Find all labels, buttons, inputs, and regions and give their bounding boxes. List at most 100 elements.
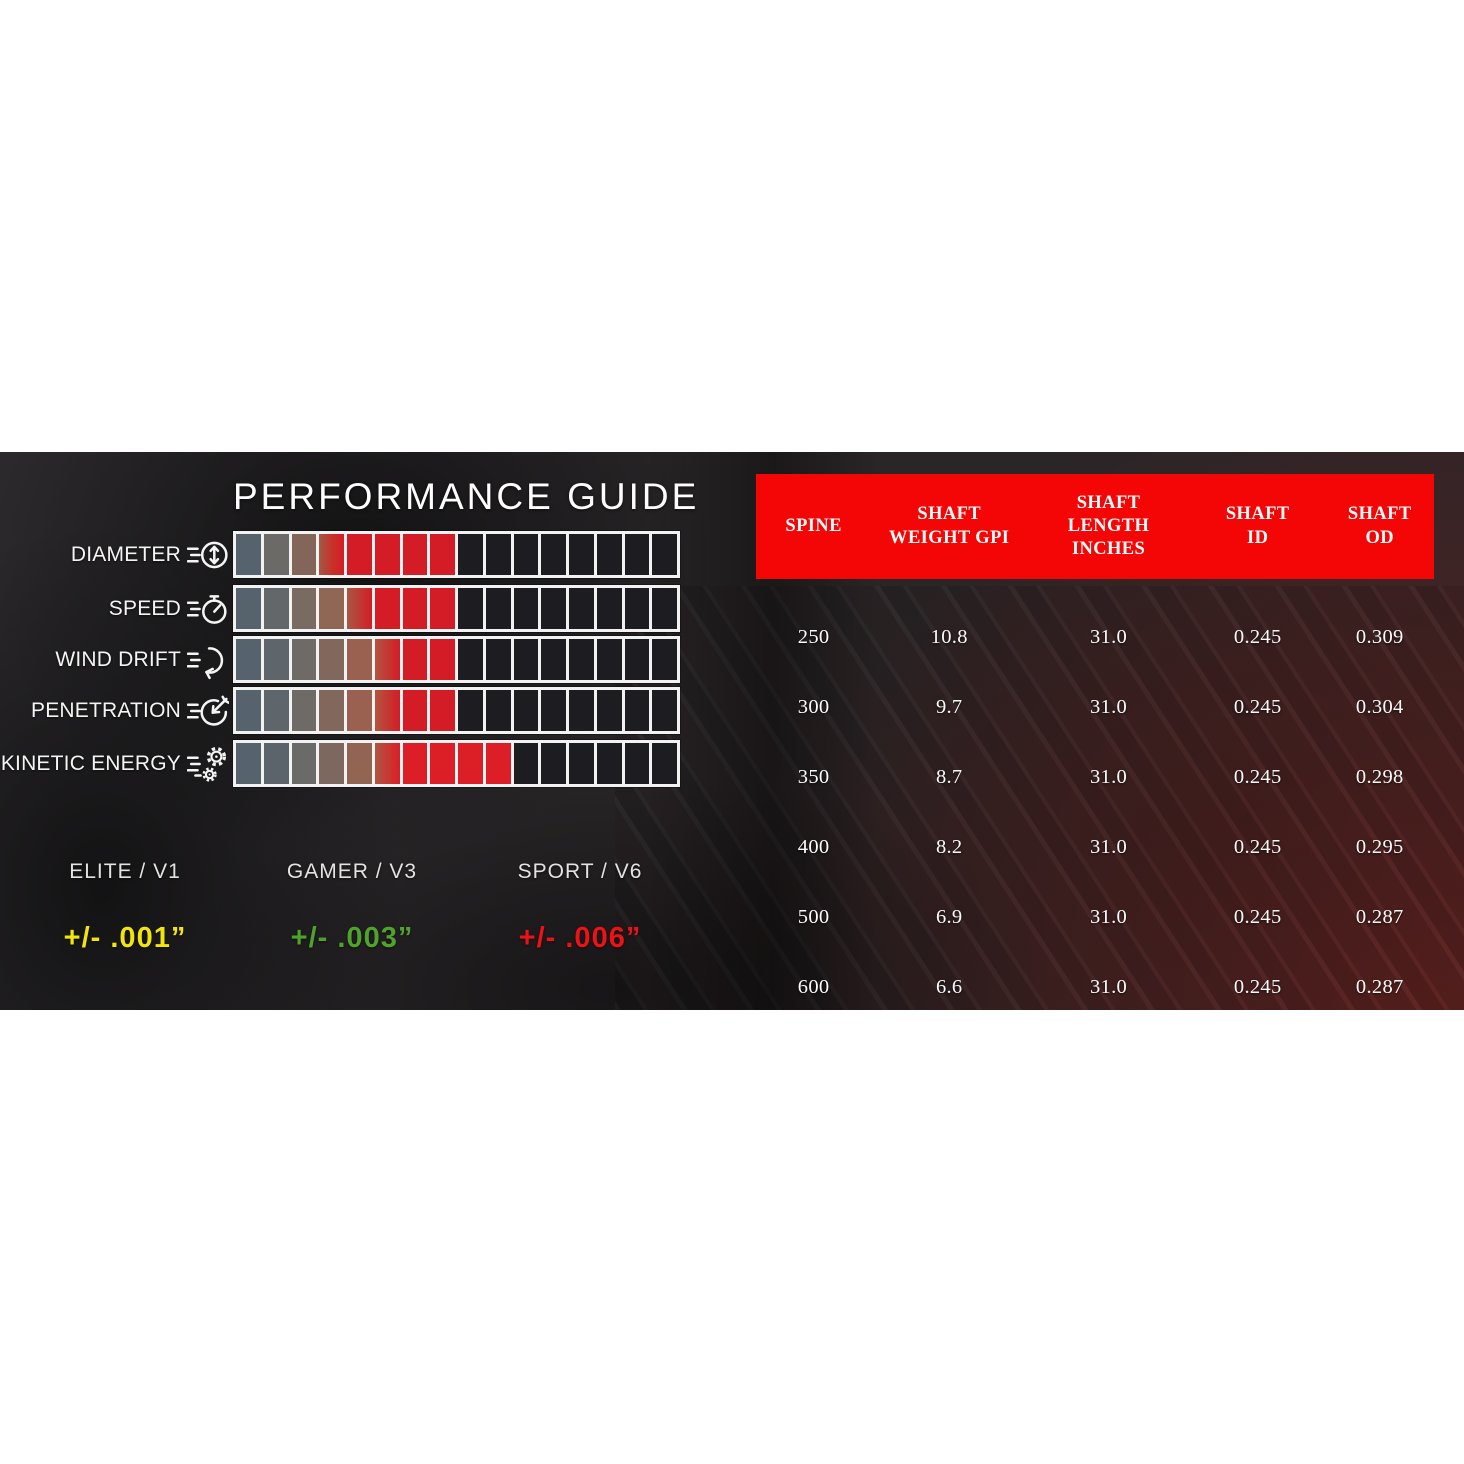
bar-cell [541,639,569,680]
spec-row: 350 8.7 31.0 0.245 0.298 [756,742,1434,812]
performance-bar-row: DIAMETER [0,531,680,578]
performance-bar [233,687,680,734]
spec-cell: 0.295 [1355,835,1404,858]
bar-cell [402,534,431,575]
spec-cell: 0.245 [1233,765,1282,788]
bar-cell [263,588,292,629]
spec-cell: 0.309 [1355,625,1404,648]
arrow-shafts-photo [614,585,1464,1010]
spec-cell: 31.0 [1090,765,1128,788]
bar-cell [291,588,320,629]
spec-cell: 400 [797,835,830,858]
bar-cell [569,690,597,731]
spec-cell: 300 [797,695,830,718]
spec-cell: 350 [797,765,830,788]
bar-cell [513,534,542,575]
bar-cell [513,588,542,629]
bar-cell [485,588,514,629]
bar-cell [236,690,264,731]
bar-cell [541,690,569,731]
bar-cell [541,588,569,629]
spec-cell: 31.0 [1090,625,1128,648]
bar-cell [652,588,677,629]
bar-cell [319,534,347,575]
performance-bar-row: SPEED [0,585,680,632]
bar-cell [596,690,625,731]
spec-cell: 0.298 [1355,765,1404,788]
bar-cell [458,743,486,784]
spec-cell: 500 [797,905,830,928]
bar-cell [485,690,514,731]
performance-bar-row: KINETIC ENERGY [0,740,680,787]
spec-table: SPINE SHAFT WEIGHT GPI SHAFT LENGTH INCHES SHA… [756,474,1434,1022]
bar-cell [596,743,625,784]
bar-cell [541,534,569,575]
spec-column-header: SHAFT ID [1225,504,1290,548]
bar-cell [236,588,264,629]
bar-cell [319,690,347,731]
bar-cell [624,588,653,629]
performance-guide-title: PERFORMANCE GUIDE [233,476,700,517]
bar-cell [485,534,514,575]
bar-label: PENETRATION [31,698,181,722]
spec-cell: 0.304 [1355,695,1404,718]
spec-cell: 600 [797,975,830,998]
bar-cell [624,690,653,731]
spec-row: 600 6.6 31.0 0.245 0.287 [756,952,1434,1022]
bar-cell [430,588,458,629]
bar-cell [402,639,431,680]
bar-cell [624,639,653,680]
spec-cell: 10.8 [930,625,968,648]
bar-cell [402,690,431,731]
tolerance-name: GAMER / V3 [286,860,418,883]
bar-cell [624,743,653,784]
wind-drift-icon [187,639,229,681]
spec-cell: 31.0 [1090,835,1128,858]
bar-cell [458,639,486,680]
bar-cell [319,743,347,784]
spec-row: 400 8.2 31.0 0.245 0.295 [756,812,1434,882]
bar-cell [624,534,653,575]
spec-cell: 0.245 [1233,905,1282,928]
dark-photo-band: PERFORMANCE GUIDE DIAMETER SPEED WIND DRIF… [0,452,1464,1010]
spec-cell: 8.2 [935,835,963,858]
bar-cell [596,639,625,680]
spec-row: 500 6.9 31.0 0.245 0.287 [756,882,1434,952]
spec-cell: 0.245 [1233,695,1282,718]
bar-cell [291,743,320,784]
spec-cell: 0.287 [1355,905,1404,928]
bar-cell [596,534,625,575]
bar-label: WIND DRIFT [55,647,181,671]
bar-cell [569,639,597,680]
spec-column-header: SPINE [785,515,842,536]
spec-column-header: SHAFT OD [1347,504,1412,548]
spec-cell: 9.7 [935,695,963,718]
performance-bar [233,740,680,787]
performance-bar [233,531,680,578]
bar-cell [652,639,677,680]
bar-cell [374,534,403,575]
bar-cell [263,743,292,784]
diameter-icon [187,534,229,576]
spec-cell: 0.245 [1233,625,1282,648]
spec-table-header: SPINE SHAFT WEIGHT GPI SHAFT LENGTH INCHES SHA… [756,474,1434,579]
spec-cell: 31.0 [1090,905,1128,928]
bar-cell [263,690,292,731]
bar-cell [569,588,597,629]
bar-cell [430,534,458,575]
bar-cell [319,588,347,629]
bar-label: KINETIC ENERGY [0,751,181,775]
bar-cell [374,588,403,629]
bar-cell [513,639,542,680]
bar-cell [347,690,375,731]
bar-cell [569,534,597,575]
spec-row: 300 9.7 31.0 0.245 0.304 [756,672,1434,742]
performance-bar-row: PENETRATION [0,687,680,734]
bar-cell [652,534,677,575]
spec-cell: 6.6 [935,975,963,998]
bar-cell [458,690,486,731]
spec-cell: 250 [797,625,830,648]
bar-cell [458,534,486,575]
spec-column-header: SHAFT WEIGHT GPI [889,504,1010,548]
